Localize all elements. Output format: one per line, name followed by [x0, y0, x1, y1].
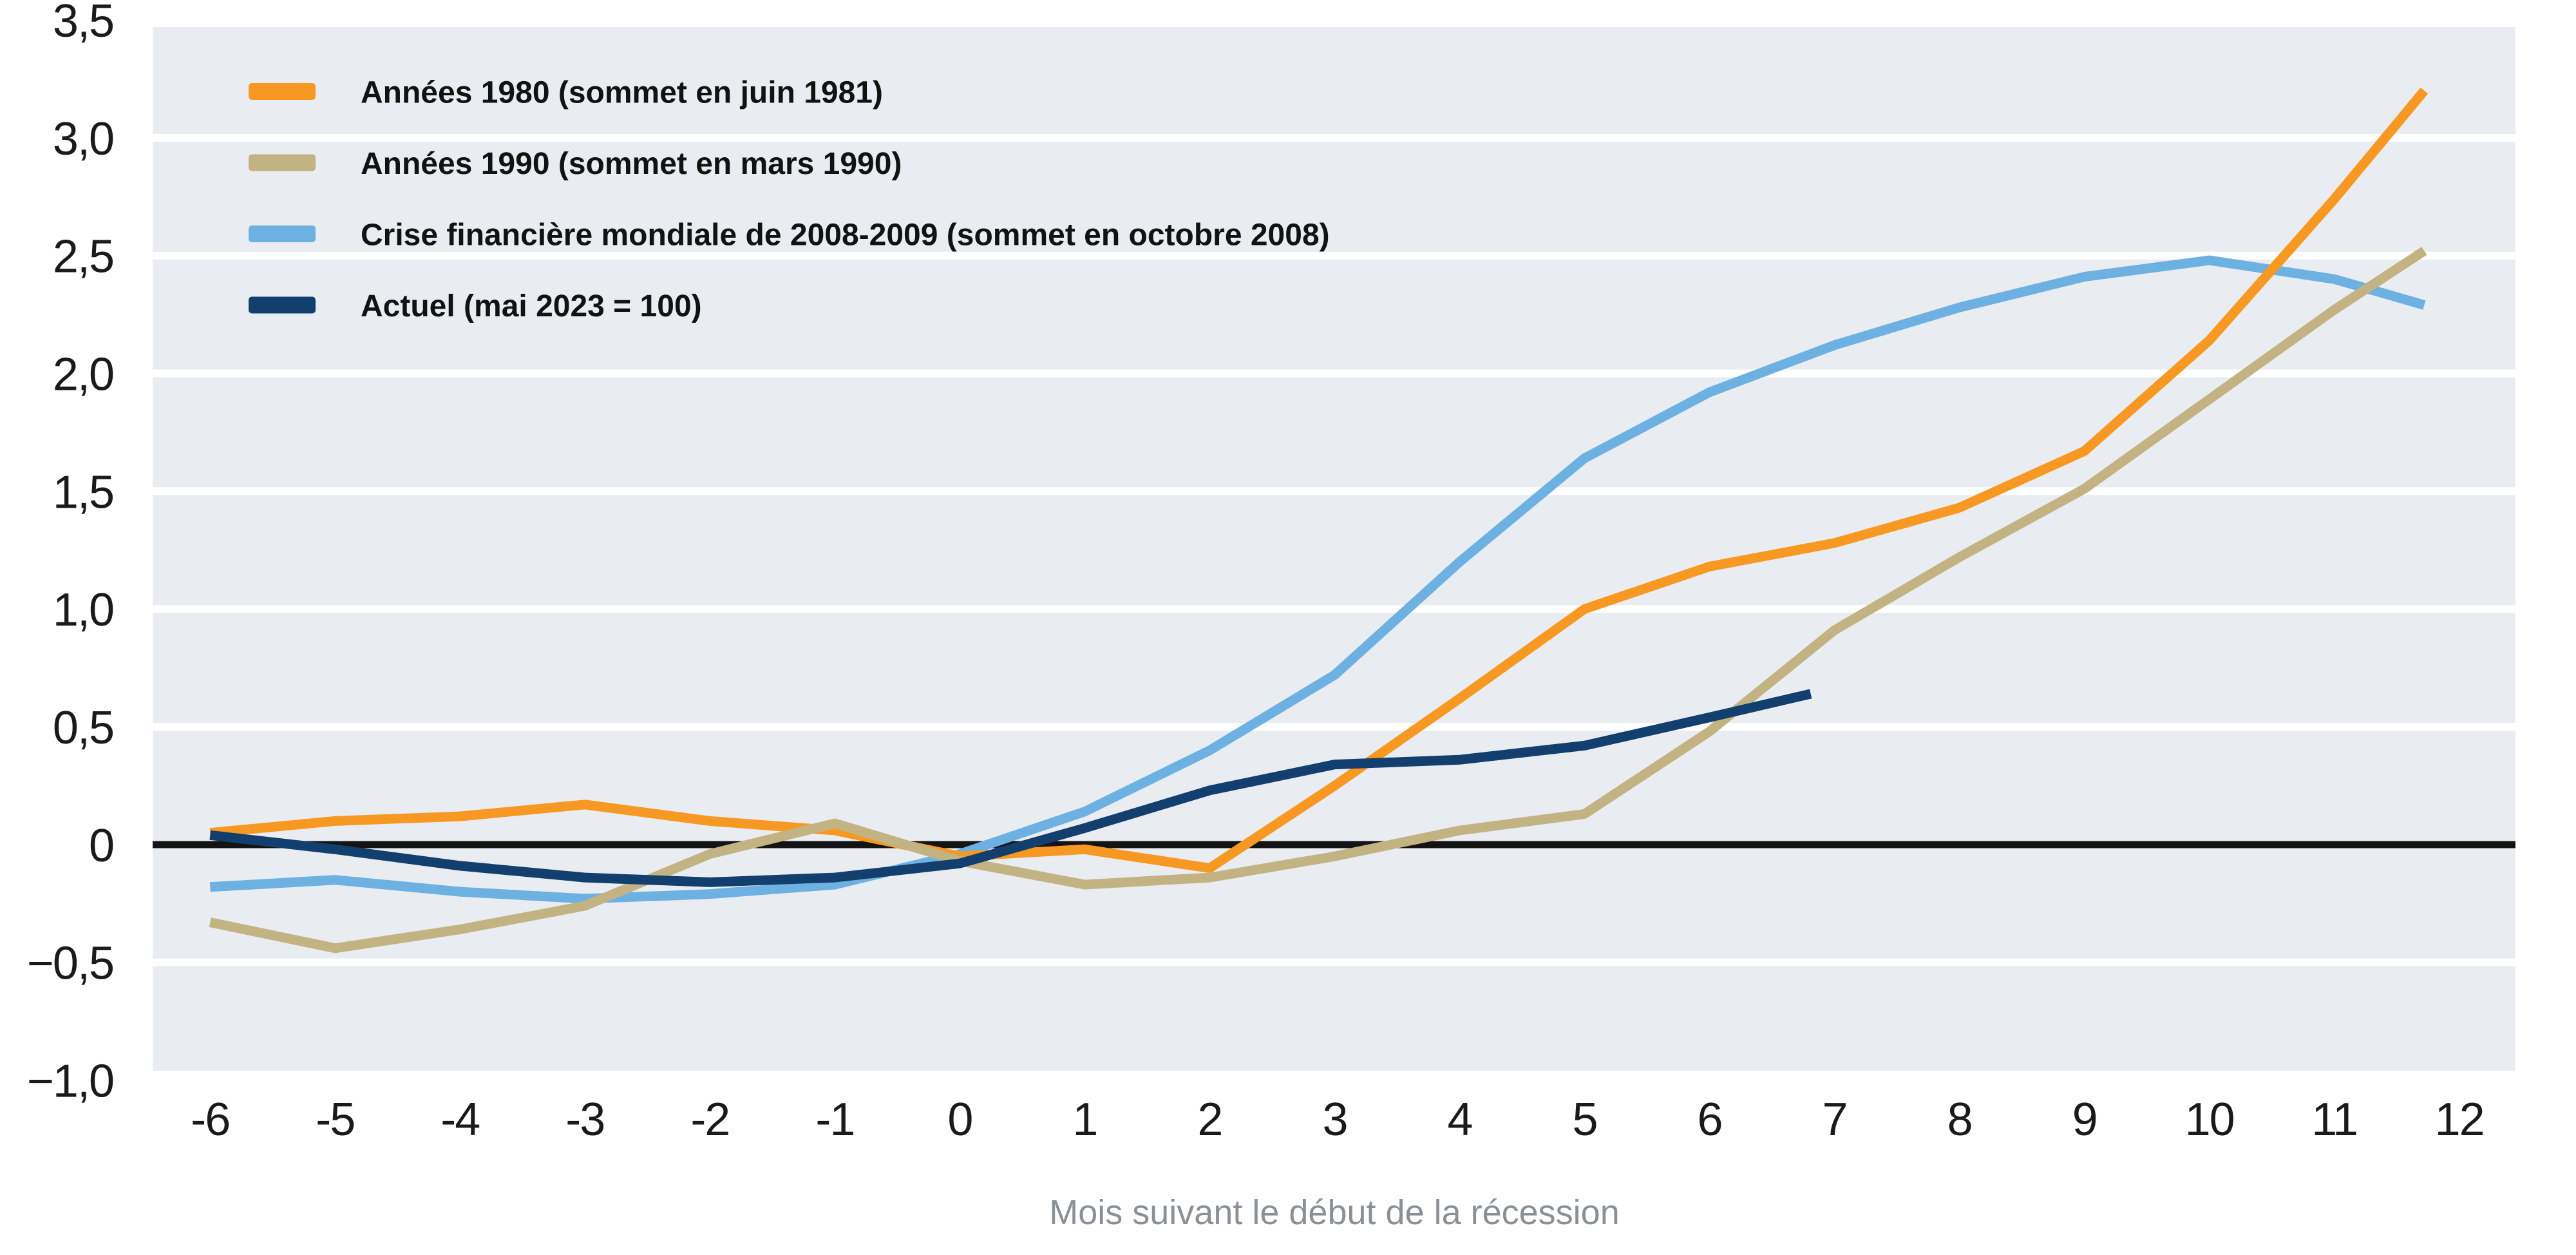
legend-label: Années 1980 (sommet en juin 1981) — [361, 75, 883, 110]
x-tick-label: 5 — [1572, 1094, 1596, 1145]
y-tick-label: 2,5 — [53, 231, 113, 283]
y-tick-label: −0,5 — [27, 938, 113, 990]
legend-label: Actuel (mai 2023 = 100) — [361, 289, 702, 323]
legend-swatch — [249, 296, 316, 314]
x-tick-label: 7 — [1823, 1094, 1847, 1145]
y-tick-label: 3,0 — [53, 113, 113, 165]
plot-panel — [153, 27, 2515, 1071]
x-tick-label: -1 — [815, 1094, 854, 1145]
x-tick-label: 6 — [1698, 1094, 1722, 1145]
x-tick-label: 10 — [2185, 1094, 2234, 1145]
y-tick-label: 0 — [89, 820, 113, 872]
y-tick-label: −1,0 — [27, 1056, 113, 1107]
x-tick-label: -6 — [191, 1094, 229, 1145]
y-tick-label: 1,0 — [53, 584, 113, 636]
x-tick-label: -3 — [565, 1094, 604, 1145]
x-axis-title: Mois suivant le début de la récession — [1049, 1193, 1620, 1232]
x-tick-label: -2 — [690, 1094, 729, 1145]
x-tick-label: 8 — [1947, 1094, 1972, 1145]
legend-label: Années 1990 (sommet en mars 1990) — [361, 147, 902, 181]
x-tick-label: -4 — [440, 1094, 479, 1145]
x-tick-label: -5 — [316, 1094, 354, 1145]
x-tick-label: 2 — [1197, 1094, 1222, 1145]
legend-swatch — [249, 225, 316, 242]
x-tick-label: 1 — [1072, 1094, 1097, 1145]
y-tick-label: 2,0 — [53, 349, 113, 400]
x-tick-label: 0 — [947, 1094, 972, 1145]
y-tick-label: 3,5 — [53, 0, 113, 47]
x-tick-label: 9 — [2072, 1094, 2097, 1145]
series-line-1 — [209, 247, 2427, 953]
y-tick-label: 0,5 — [53, 702, 113, 754]
legend-label: Crise financière mondiale de 2008-2009 (… — [361, 218, 1330, 252]
series-line-3 — [209, 689, 1812, 887]
series-line-0 — [209, 87, 2429, 873]
y-tick-label: 1,5 — [53, 466, 113, 518]
series-line-2 — [209, 255, 2426, 904]
x-tick-label: 12 — [2435, 1094, 2484, 1145]
x-tick-label: 4 — [1447, 1094, 1472, 1145]
legend-swatch — [249, 154, 316, 171]
x-tick-label: 3 — [1322, 1094, 1347, 1145]
legend-swatch — [249, 83, 316, 100]
x-tick-label: 11 — [2311, 1094, 2357, 1145]
